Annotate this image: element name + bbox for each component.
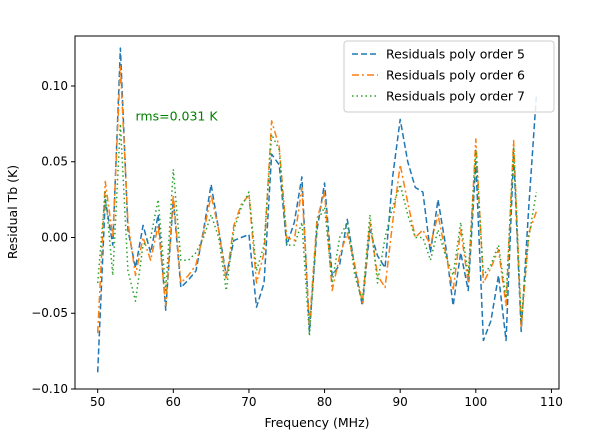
x-tick-label: 100 [464,395,487,409]
axes-layer: 50 60 70 80 90 100 110 −0.10 −0.05 0.00 0.05 0.10 [31,35,563,409]
y-tick-label: 0.05 [41,155,68,169]
x-tick-label: 70 [241,395,256,409]
annotation-rms: rms=0.031 K [136,108,219,123]
x-tick-label: 90 [393,395,408,409]
x-axis-label: Frequency (MHz) [264,415,369,430]
legend-box [343,40,555,113]
x-tick-label: 60 [166,395,181,409]
series-line-2 [96,65,538,333]
x-tick-label: 80 [317,395,332,409]
legend-label-1: Residuals poly order 5 [386,47,525,62]
legend: Residuals poly order 5 Residuals poly ord… [343,40,555,113]
series-layer [96,47,538,373]
y-tick-label: 0.10 [41,79,68,93]
y-axis-label: Residual Tb (K) [5,165,20,259]
legend-label-2: Residuals poly order 6 [386,68,525,83]
y-tick-label: −0.05 [31,306,68,320]
y-tick-label: −0.10 [31,382,68,396]
x-tick-label: 50 [90,395,105,409]
series-line-1 [96,47,538,373]
x-tick-label: 110 [540,395,563,409]
legend-label-3: Residuals poly order 7 [386,89,525,104]
series-line-3 [96,123,538,337]
y-tick-label: 0.00 [41,230,68,244]
axes-frame [74,35,560,390]
